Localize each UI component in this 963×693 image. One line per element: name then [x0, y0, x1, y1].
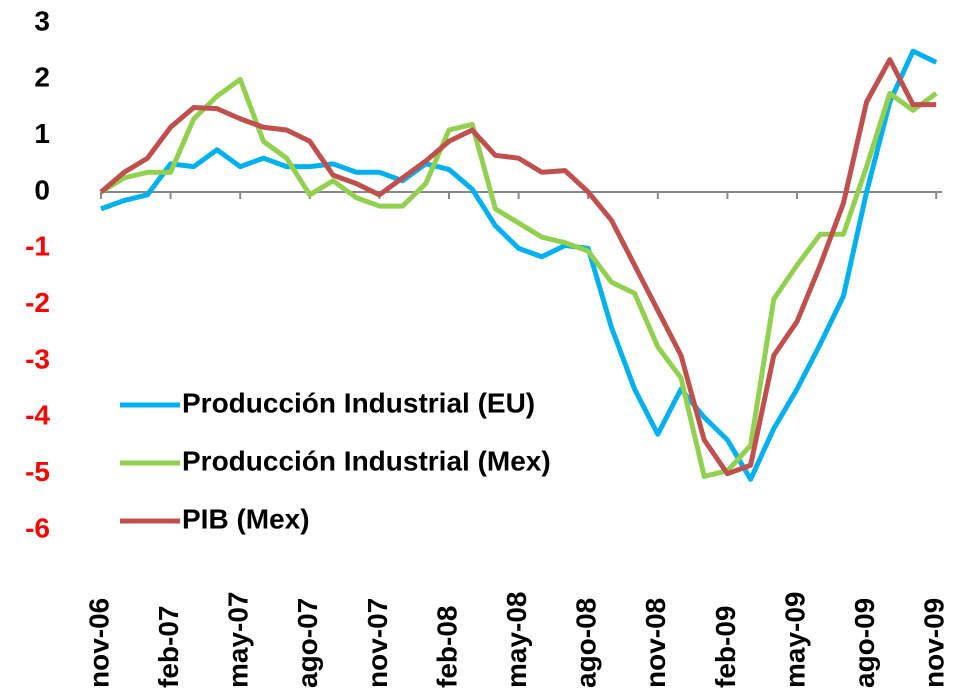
- x-tick-label: nov-06: [83, 598, 114, 688]
- x-tick-label: may-07: [223, 591, 254, 688]
- y-tick-label: 1: [34, 118, 50, 149]
- legend-label: Producción Industrial (Mex): [182, 445, 551, 476]
- y-tick-label: -6: [25, 512, 50, 543]
- y-tick-label: 2: [34, 62, 50, 93]
- x-tick-label: feb-08: [431, 606, 462, 688]
- y-tick-label: -3: [25, 343, 50, 374]
- series-line: [100, 48, 938, 482]
- x-tick-label: nov-08: [640, 598, 671, 688]
- x-tick-label: ago-07: [292, 598, 323, 688]
- x-tick-label: may-09: [779, 591, 810, 688]
- legend-label: Producción Industrial (EU): [182, 387, 535, 418]
- legend-label: PIB (Mex): [182, 503, 310, 534]
- y-tick-label: -4: [25, 400, 50, 431]
- y-tick-label: -2: [25, 287, 50, 318]
- series-line: [99, 76, 938, 479]
- x-tick-label: ago-09: [849, 598, 880, 688]
- x-tick-label: may-08: [501, 591, 532, 688]
- y-tick-label: 3: [34, 5, 50, 36]
- x-tick-label: nov-09: [919, 598, 950, 688]
- x-tick-label: feb-09: [710, 606, 741, 688]
- y-tick-label: 0: [34, 174, 50, 205]
- series-line: [99, 57, 937, 477]
- x-tick-label: ago-08: [571, 598, 602, 688]
- y-tick-label: -5: [25, 456, 50, 487]
- y-tick-label: -1: [25, 231, 50, 262]
- x-tick-label: nov-07: [362, 598, 393, 688]
- x-tick-label: feb-07: [153, 606, 184, 688]
